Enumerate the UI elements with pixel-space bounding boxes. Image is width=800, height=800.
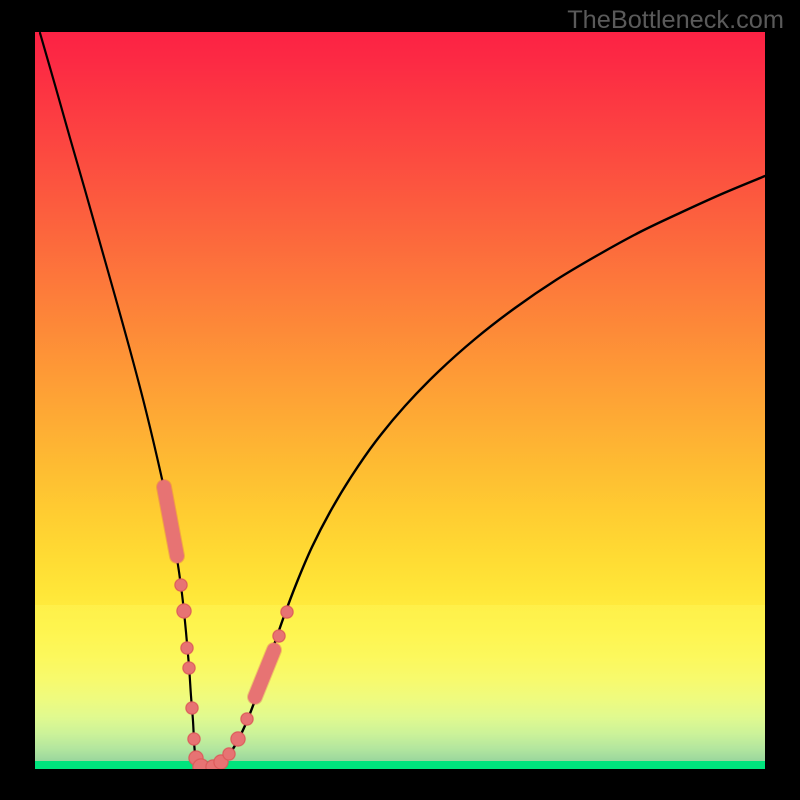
marker-dot bbox=[273, 630, 285, 642]
marker-dot bbox=[177, 604, 191, 618]
bottom-green-strip bbox=[35, 761, 765, 769]
marker-dot bbox=[186, 702, 198, 714]
marker-dot bbox=[175, 579, 187, 591]
yellow-band-overlay bbox=[35, 605, 765, 769]
chart-svg bbox=[0, 0, 800, 800]
plot-area bbox=[35, 32, 765, 776]
marker-dot bbox=[188, 733, 200, 745]
marker-dot bbox=[231, 732, 245, 746]
watermark-text: TheBottleneck.com bbox=[567, 6, 784, 35]
marker-dot bbox=[181, 642, 193, 654]
chart-stage: TheBottleneck.com bbox=[0, 0, 800, 800]
marker-dot bbox=[241, 713, 253, 725]
marker-dot bbox=[281, 606, 293, 618]
marker-dot bbox=[223, 748, 235, 760]
marker-dot bbox=[183, 662, 195, 674]
